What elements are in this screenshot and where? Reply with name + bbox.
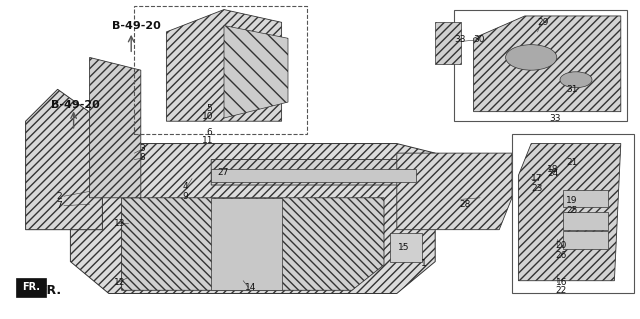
Text: 17: 17 [531, 174, 543, 183]
Text: 18: 18 [547, 165, 559, 174]
Text: 4: 4 [182, 182, 188, 191]
Text: 16: 16 [556, 278, 567, 287]
Text: 2: 2 [56, 192, 62, 201]
Text: 14: 14 [245, 283, 257, 292]
Text: 20: 20 [556, 241, 567, 250]
Text: 33: 33 [549, 114, 561, 122]
Polygon shape [224, 26, 288, 118]
Polygon shape [397, 153, 512, 230]
Circle shape [506, 45, 557, 70]
Text: 29: 29 [538, 18, 549, 27]
Text: 13: 13 [114, 219, 125, 228]
Polygon shape [16, 278, 46, 297]
Polygon shape [211, 198, 282, 290]
Polygon shape [122, 198, 384, 290]
Text: 9: 9 [182, 192, 188, 201]
Polygon shape [563, 190, 608, 207]
Text: 8: 8 [140, 153, 145, 162]
Text: B-49-20: B-49-20 [51, 100, 100, 110]
Text: 27: 27 [218, 168, 229, 177]
Polygon shape [70, 144, 435, 293]
Text: 22: 22 [556, 286, 567, 295]
Polygon shape [435, 22, 461, 64]
Text: 6: 6 [206, 128, 212, 137]
Text: 12: 12 [114, 278, 125, 287]
Text: 1: 1 [420, 259, 426, 268]
Polygon shape [563, 231, 608, 249]
Text: FR.: FR. [22, 282, 40, 292]
Text: 24: 24 [547, 169, 559, 178]
Text: 5: 5 [206, 104, 212, 113]
Polygon shape [474, 16, 621, 112]
Text: 21: 21 [566, 158, 578, 167]
Text: 31: 31 [566, 85, 578, 94]
Text: 10: 10 [202, 112, 214, 121]
Polygon shape [518, 144, 621, 281]
Text: 7: 7 [56, 201, 62, 210]
Polygon shape [390, 233, 422, 262]
Text: 33: 33 [454, 35, 466, 44]
Text: 23: 23 [531, 184, 543, 193]
Text: 11: 11 [202, 136, 214, 145]
Polygon shape [211, 160, 435, 185]
Text: 15: 15 [398, 243, 410, 252]
Text: 30: 30 [474, 35, 485, 44]
Circle shape [560, 72, 592, 88]
Text: FR.: FR. [38, 284, 61, 297]
Text: 28: 28 [460, 200, 471, 209]
Polygon shape [211, 169, 416, 182]
Text: 26: 26 [556, 251, 567, 260]
Text: 19: 19 [566, 197, 578, 205]
Polygon shape [90, 57, 141, 198]
Text: B-49-20: B-49-20 [112, 20, 161, 31]
Text: 25: 25 [566, 206, 578, 215]
Polygon shape [563, 212, 608, 230]
Polygon shape [166, 10, 282, 121]
Polygon shape [26, 89, 102, 230]
Text: 3: 3 [140, 144, 145, 153]
